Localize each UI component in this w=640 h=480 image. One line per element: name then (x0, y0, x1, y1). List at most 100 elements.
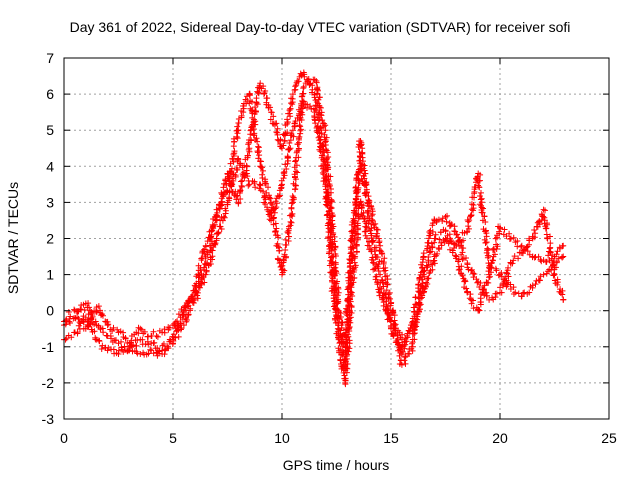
data-point (278, 266, 285, 273)
data-point (349, 227, 356, 234)
data-point (415, 281, 422, 288)
data-point (347, 274, 354, 281)
data-point (493, 241, 500, 248)
y-tick-label: -2 (42, 375, 55, 391)
data-point (272, 220, 279, 227)
data-point (150, 328, 157, 335)
data-point (215, 230, 222, 237)
data-point (551, 270, 558, 277)
data-point (262, 87, 269, 94)
data-point (97, 324, 104, 331)
data-point (85, 300, 92, 307)
data-point (254, 149, 261, 156)
data-point (134, 350, 141, 357)
data-point (235, 156, 242, 163)
data-point (468, 266, 475, 273)
data-point (447, 246, 454, 253)
data-point (363, 186, 370, 193)
grid-lines (64, 58, 609, 419)
data-point (402, 354, 409, 361)
data-point (202, 271, 209, 278)
data-point (405, 327, 412, 334)
data-point (505, 264, 512, 271)
data-point (459, 249, 466, 256)
data-point (278, 177, 285, 184)
data-point (355, 211, 362, 218)
data-point (387, 295, 394, 302)
data-point (423, 262, 430, 269)
data-point (467, 291, 474, 298)
data-point (273, 225, 280, 232)
data-point (281, 267, 288, 274)
data-point (346, 323, 353, 330)
data-point (204, 248, 211, 255)
data-point (227, 160, 234, 167)
data-point (415, 308, 422, 315)
data-point (380, 283, 387, 290)
data-point (425, 275, 432, 282)
data-point (268, 209, 275, 216)
data-point (320, 171, 327, 178)
data-point (293, 162, 300, 169)
data-point (451, 228, 458, 235)
data-point (339, 332, 346, 339)
data-point (175, 333, 182, 340)
data-point (544, 234, 551, 241)
data-point (110, 346, 117, 353)
data-point (145, 341, 152, 348)
data-point (460, 237, 467, 244)
data-point (360, 215, 367, 222)
data-point (333, 280, 340, 287)
data-point (233, 133, 240, 140)
data-point (284, 228, 291, 235)
data-point (477, 299, 484, 306)
data-point (401, 357, 408, 364)
data-point (347, 314, 354, 321)
data-point (284, 129, 291, 136)
y-tick-label: -1 (42, 339, 55, 355)
data-point (468, 300, 475, 307)
data-point (81, 306, 88, 313)
data-point (434, 250, 441, 257)
data-point (324, 159, 331, 166)
data-point (323, 134, 330, 141)
data-point (512, 289, 519, 296)
data-point (559, 254, 566, 261)
data-point (442, 227, 449, 234)
data-point (479, 289, 486, 296)
data-point (104, 322, 111, 329)
data-point (288, 95, 295, 102)
data-point (456, 243, 463, 250)
data-point (342, 375, 349, 382)
data-point (295, 135, 302, 142)
data-point (252, 136, 259, 143)
data-point (476, 177, 483, 184)
data-point (141, 328, 148, 335)
data-point (460, 255, 467, 262)
data-point (331, 238, 338, 245)
data-point (292, 158, 299, 165)
data-point (85, 311, 92, 318)
data-point (383, 307, 390, 314)
data-point (209, 253, 216, 260)
data-point (532, 230, 539, 237)
data-point (255, 143, 262, 150)
data-point (435, 216, 442, 223)
data-point (257, 80, 264, 87)
data-point (424, 245, 431, 252)
data-point (559, 291, 566, 298)
data-point (497, 225, 504, 232)
data-point (127, 343, 134, 350)
data-point (226, 195, 233, 202)
data-point (518, 243, 525, 250)
data-point (357, 142, 364, 149)
data-point (391, 325, 398, 332)
data-point (521, 289, 528, 296)
data-point (465, 225, 472, 232)
data-point (485, 246, 492, 253)
data-point (370, 221, 377, 228)
data-point (240, 105, 247, 112)
data-point (219, 198, 226, 205)
data-point (465, 218, 472, 225)
